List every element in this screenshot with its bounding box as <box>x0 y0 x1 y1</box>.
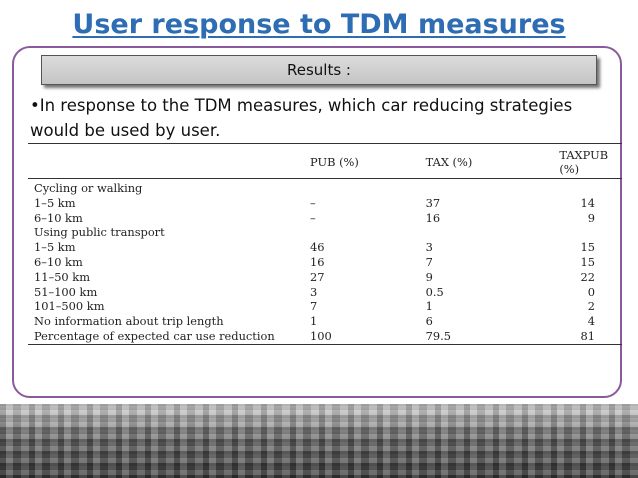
bullet-text: •In response to the TDM measures, which … <box>30 96 573 140</box>
table-cell-pub-value: 27 <box>310 269 325 284</box>
table-row: No information about trip length 1 6 4 <box>28 314 622 329</box>
header-cell-taxpub: TAXPUB (%) <box>535 143 622 179</box>
table-cell-pub-value <box>310 225 426 240</box>
parking-lot-photo <box>0 404 638 478</box>
table-row: 6–10 km – 16 9 <box>28 211 622 226</box>
table-cell-row-label: 11–50 km <box>34 269 91 284</box>
table-cell-pub-value: 16 <box>310 254 325 269</box>
header-cell-tax: TAX (%) <box>425 143 536 179</box>
table-header-row: PUB (%) TAX (%) TAXPUB (%) <box>28 143 622 179</box>
results-header-box: Results : <box>41 55 597 85</box>
table-row: 1–5 km – 37 14 <box>28 196 622 211</box>
table-cell-tax-value: 0.5 <box>425 284 444 299</box>
table-cell-taxpub-value: 14 <box>580 195 596 210</box>
table-cell-row-label: 101–500 km <box>34 299 105 314</box>
results-table: PUB (%) TAX (%) TAXPUB (%) Cycling or wa… <box>28 143 622 345</box>
table-cell-taxpub-value <box>535 179 622 196</box>
table-cell-tax-value: 7 <box>425 254 433 269</box>
table-cell-row-label: Using public transport <box>34 225 165 240</box>
table-cell-taxpub-value: 9 <box>587 210 595 225</box>
table-row: Percentage of expected car use reduction… <box>28 328 622 345</box>
table-cell-tax-value: 6 <box>425 314 433 329</box>
table-cell-tax-value: 3 <box>425 240 433 255</box>
table-cell-row-label: Percentage of expected car use reduction <box>28 328 311 345</box>
table-row: 101–500 km 7 1 2 <box>28 299 622 314</box>
results-table-container: PUB (%) TAX (%) TAXPUB (%) Cycling or wa… <box>28 143 622 345</box>
table-row: 1–5 km 46 3 15 <box>28 240 622 255</box>
table-cell-pub-value: – <box>310 195 316 210</box>
table-cell-pub-value: 3 <box>310 284 318 299</box>
table-row: Using public transport <box>28 225 622 240</box>
table-cell-tax-value: 16 <box>425 210 441 225</box>
slide-title: User response to TDM measures <box>72 9 566 40</box>
table-cell-taxpub-value: 4 <box>587 314 595 329</box>
table-cell-taxpub-value: 81 <box>535 328 622 345</box>
table-cell-row-label: No information about trip length <box>34 314 224 329</box>
table-cell-row-label: 1–5 km <box>34 195 76 210</box>
table-cell-pub-value: 100 <box>310 328 426 345</box>
table-cell-row-label: 6–10 km <box>34 254 83 269</box>
table-row: 11–50 km 27 9 22 <box>28 270 622 285</box>
table-cell-row-label: Cycling or walking <box>34 181 143 195</box>
table-cell-taxpub-value: 22 <box>580 269 596 284</box>
table-cell-row-label: 6–10 km <box>34 210 83 225</box>
table-cell-row-label: 1–5 km <box>34 240 76 255</box>
table-row: 51–100 km 3 0.5 0 <box>28 285 622 300</box>
table-cell-taxpub-value <box>535 225 622 240</box>
table-row: Cycling or walking <box>28 179 622 196</box>
table-cell-pub-value: 7 <box>310 299 318 314</box>
table-cell-pub-value: 46 <box>310 240 325 255</box>
header-cell-pub: PUB (%) <box>310 143 426 179</box>
table-cell-pub-value: 1 <box>310 314 318 329</box>
table-cell-pub-value <box>310 179 426 196</box>
table-cell-taxpub-value: 2 <box>587 299 595 314</box>
table-cell-taxpub-value: 0 <box>587 284 595 299</box>
table-cell-tax-value: 79.5 <box>425 328 536 345</box>
table-cell-tax-value: 37 <box>425 195 441 210</box>
table-row: 6–10 km 16 7 15 <box>28 255 622 270</box>
table-cell-pub-value: – <box>310 210 316 225</box>
table-cell-tax-value <box>426 179 536 196</box>
table-cell-tax-value: 9 <box>425 269 433 284</box>
table-cell-taxpub-value: 15 <box>580 254 596 269</box>
table-cell-row-label: 51–100 km <box>34 284 98 299</box>
header-cell-strategy <box>28 143 311 179</box>
table-cell-tax-value: 1 <box>425 299 433 314</box>
table-cell-tax-value <box>426 225 536 240</box>
table-cell-taxpub-value: 15 <box>580 240 596 255</box>
